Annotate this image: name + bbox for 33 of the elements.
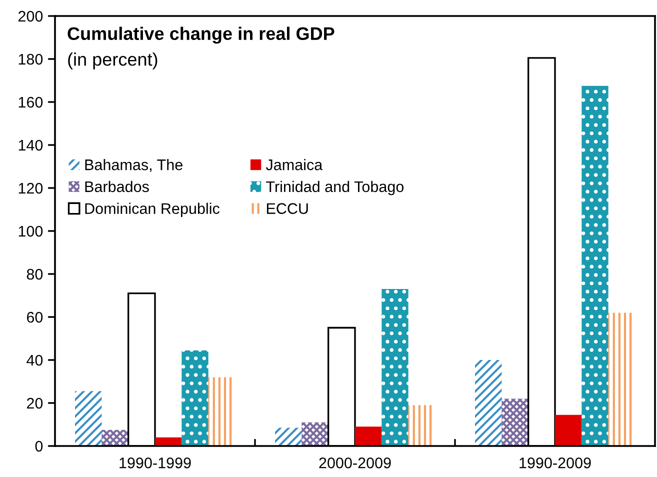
bar xyxy=(502,398,528,446)
y-tick-label: 140 xyxy=(18,140,43,151)
legend-label: ECCU xyxy=(266,203,308,214)
bar xyxy=(75,391,102,446)
bar xyxy=(302,422,328,446)
y-tick-label: 160 xyxy=(18,96,43,108)
legend-label: Dominican Republic xyxy=(85,202,220,217)
bar xyxy=(475,360,502,446)
bar xyxy=(382,289,408,446)
legend-label: Jamaica xyxy=(266,159,323,170)
bar xyxy=(555,414,582,446)
y-tick-label: 100 xyxy=(18,226,43,237)
legend-label: Bahamas, The xyxy=(85,159,182,172)
y-tick-label: 200 xyxy=(18,10,43,22)
bar xyxy=(275,428,302,446)
bar xyxy=(355,426,382,446)
x-tick-label: 1990-1999 xyxy=(120,458,191,468)
x-tick-label: 2000-2009 xyxy=(319,458,391,468)
y-tick-label: 80 xyxy=(26,268,43,280)
legend-label: Trinidad and Tobago xyxy=(266,180,404,196)
y-tick-label: 60 xyxy=(26,312,43,323)
y-tick-label: 20 xyxy=(26,398,43,409)
y-tick-label: 0 xyxy=(35,440,43,452)
bar xyxy=(102,430,128,446)
x-tick-label: 1990-2009 xyxy=(520,458,591,468)
legend-label: Barbados xyxy=(85,180,149,192)
y-tick-label: 40 xyxy=(26,354,43,366)
y-tick-label: 120 xyxy=(18,182,43,194)
bar xyxy=(582,86,608,446)
text: Cumulative change in real GDP xyxy=(68,26,334,44)
bar xyxy=(182,350,208,446)
text: (in percent) xyxy=(68,52,158,70)
y-tick-label: 180 xyxy=(18,54,43,65)
